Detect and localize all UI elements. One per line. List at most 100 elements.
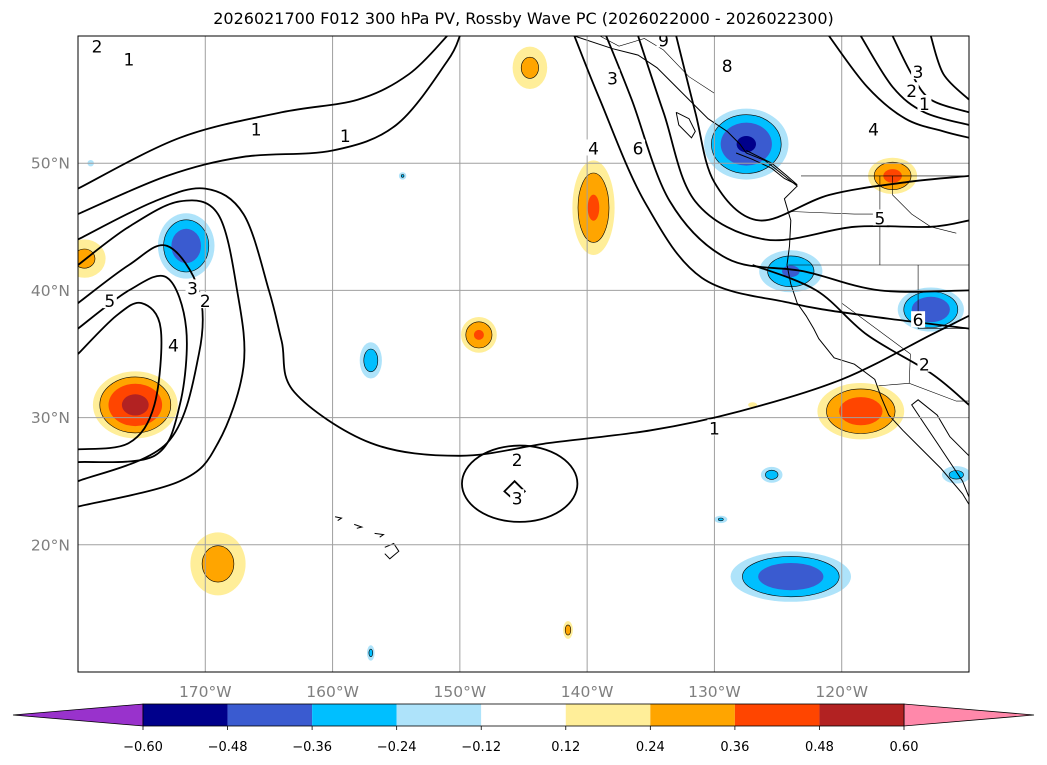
contour-label-bg bbox=[510, 489, 525, 506]
lon-tick-label: 140°W bbox=[561, 683, 614, 701]
anomaly-band-2 bbox=[363, 348, 379, 373]
anomaly-band-3 bbox=[473, 329, 484, 340]
contour-label-bg bbox=[185, 279, 200, 296]
longitude-tick-labels: 170°W 160°W 150°W 140°W 130°W 120°W bbox=[179, 683, 868, 701]
anomaly-band-3 bbox=[758, 563, 824, 591]
pv-anomaly-neg-130w-22n bbox=[714, 515, 728, 524]
coastline-kauai bbox=[335, 516, 343, 522]
coastline-vancouver-island bbox=[735, 150, 798, 186]
contour-label-bg bbox=[917, 355, 932, 372]
coastline-haida-gwaii bbox=[675, 111, 696, 139]
pv-contour-level-1 bbox=[828, 36, 969, 139]
pv-anomaly-pos-baja-30n bbox=[817, 383, 905, 440]
pv-anomaly-pos-170w-south bbox=[190, 532, 246, 596]
boundary-oregon-washington bbox=[790, 211, 880, 215]
pv-contour-layer bbox=[78, 36, 969, 523]
lon-tick-label: 170°W bbox=[179, 683, 232, 701]
colorbar-swatch bbox=[819, 704, 904, 726]
pv-contour-level-2 bbox=[78, 199, 246, 508]
contour-label-bg bbox=[605, 69, 620, 86]
anomaly-band-4 bbox=[736, 136, 756, 153]
pv-contour-label: 3 bbox=[913, 63, 924, 83]
latitude-tick-labels: 20°N 30°N 40°N 50°N bbox=[31, 155, 70, 555]
colorbar-tick-label: −0.24 bbox=[377, 740, 417, 755]
colorbar-tick-label: 0.12 bbox=[551, 740, 580, 755]
anomaly-band-2 bbox=[400, 174, 405, 178]
anomaly-band-2 bbox=[765, 469, 779, 480]
pv-anomaly-pos-127w-31n bbox=[748, 402, 758, 408]
anomaly-band-2 bbox=[717, 517, 724, 522]
boundary-alaska-canada-border bbox=[574, 36, 715, 94]
contour-label-bg bbox=[631, 139, 646, 156]
lon-tick-label: 150°W bbox=[434, 683, 487, 701]
boundary-arizona-border bbox=[908, 353, 969, 402]
pv-contour-level-3 bbox=[573, 36, 969, 330]
pv-anomaly-pos-150w-36n bbox=[461, 317, 497, 353]
colorbar-tick-label: −0.60 bbox=[123, 740, 163, 755]
pv-contour-level-2 bbox=[860, 36, 969, 126]
pv-anomaly-neg-154w-49n bbox=[398, 172, 407, 180]
pv-contour-label: 2 bbox=[906, 82, 917, 102]
colorbar-tick-label: −0.48 bbox=[208, 740, 248, 755]
coastline-maui bbox=[374, 532, 385, 538]
anomaly-band-2 bbox=[368, 648, 373, 658]
contour-label-bg bbox=[338, 126, 353, 143]
pv-anomaly-pos-dateline-north bbox=[78, 239, 106, 278]
pv-contour-label: 1 bbox=[124, 50, 135, 70]
contour-label-bg bbox=[656, 36, 671, 48]
colorbar-tick-label: 0.36 bbox=[720, 740, 749, 755]
pv-contour-label: 6 bbox=[913, 311, 924, 331]
colorbar-swatch bbox=[481, 704, 566, 726]
pv-contour-level-1 bbox=[78, 36, 448, 190]
anomaly-band-3 bbox=[171, 228, 201, 263]
pv-contour-label: 9 bbox=[658, 31, 669, 51]
pv-contour-label: 1 bbox=[709, 419, 720, 439]
pv-contour-label: 1 bbox=[919, 95, 930, 115]
lon-tick-label: 130°W bbox=[688, 683, 741, 701]
pv-anomaly-neg-110w-26n bbox=[941, 466, 969, 484]
colorbar-swatch bbox=[143, 704, 228, 726]
pv-contour-label: 4 bbox=[168, 337, 179, 357]
anomaly-band-1 bbox=[748, 402, 758, 408]
colorbar-swatch bbox=[650, 704, 735, 726]
coastline-oahu bbox=[354, 523, 364, 529]
coastline-north-america-coast bbox=[498, 36, 969, 506]
pv-contour-label: 3 bbox=[187, 279, 198, 299]
contour-label-bg bbox=[121, 50, 136, 67]
coastline-gulf-california-coast bbox=[911, 399, 969, 499]
pv-contour-level-2 bbox=[752, 264, 969, 406]
colorbar-extend-max bbox=[903, 703, 1035, 727]
pv-contour-label: 2 bbox=[919, 356, 930, 376]
contour-label-bg bbox=[586, 139, 601, 156]
colorbar-swatch bbox=[734, 704, 820, 726]
contour-label-bg bbox=[917, 94, 932, 111]
pv-contour-label: 1 bbox=[340, 127, 351, 147]
colorbar-tick-label: −0.36 bbox=[292, 740, 332, 755]
pv-contour-label: 2 bbox=[512, 451, 523, 471]
pv-contour-level-3 bbox=[891, 36, 969, 114]
contour-label-bg bbox=[707, 419, 722, 436]
pv-anomaly-neg-113w-38n bbox=[897, 287, 964, 332]
pv-contour-closed-2 bbox=[461, 444, 579, 523]
pv-anomaly-neg-172w-43n bbox=[157, 213, 215, 279]
contour-label-bg bbox=[102, 292, 117, 309]
pv-anomaly-neg-157w-12n bbox=[367, 645, 375, 661]
anomaly-band-2 bbox=[78, 248, 96, 269]
contour-label-bg bbox=[198, 292, 213, 309]
pv-contour-level-4 bbox=[78, 274, 188, 464]
lon-tick-label: 120°W bbox=[815, 683, 868, 701]
contour-label-bg bbox=[166, 336, 181, 353]
pv-contour-level-6 bbox=[675, 36, 969, 222]
pv-contour-label: 1 bbox=[251, 120, 262, 140]
pv-contour-level-5 bbox=[78, 301, 163, 451]
pv-anomaly-fill-layer bbox=[78, 46, 969, 661]
contour-label-bg bbox=[872, 209, 887, 226]
pv-anomaly-neg-157w-34n bbox=[359, 342, 382, 379]
pv-anomaly-neg-ca-coast-41n bbox=[759, 250, 823, 293]
pv-contour-label: 3 bbox=[512, 489, 523, 509]
lat-tick-label: 20°N bbox=[31, 536, 70, 554]
colorbar-tick-label: 0.48 bbox=[805, 740, 834, 755]
coastline-layer bbox=[335, 36, 969, 560]
